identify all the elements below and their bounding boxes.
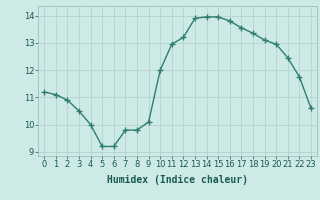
- X-axis label: Humidex (Indice chaleur): Humidex (Indice chaleur): [107, 175, 248, 185]
